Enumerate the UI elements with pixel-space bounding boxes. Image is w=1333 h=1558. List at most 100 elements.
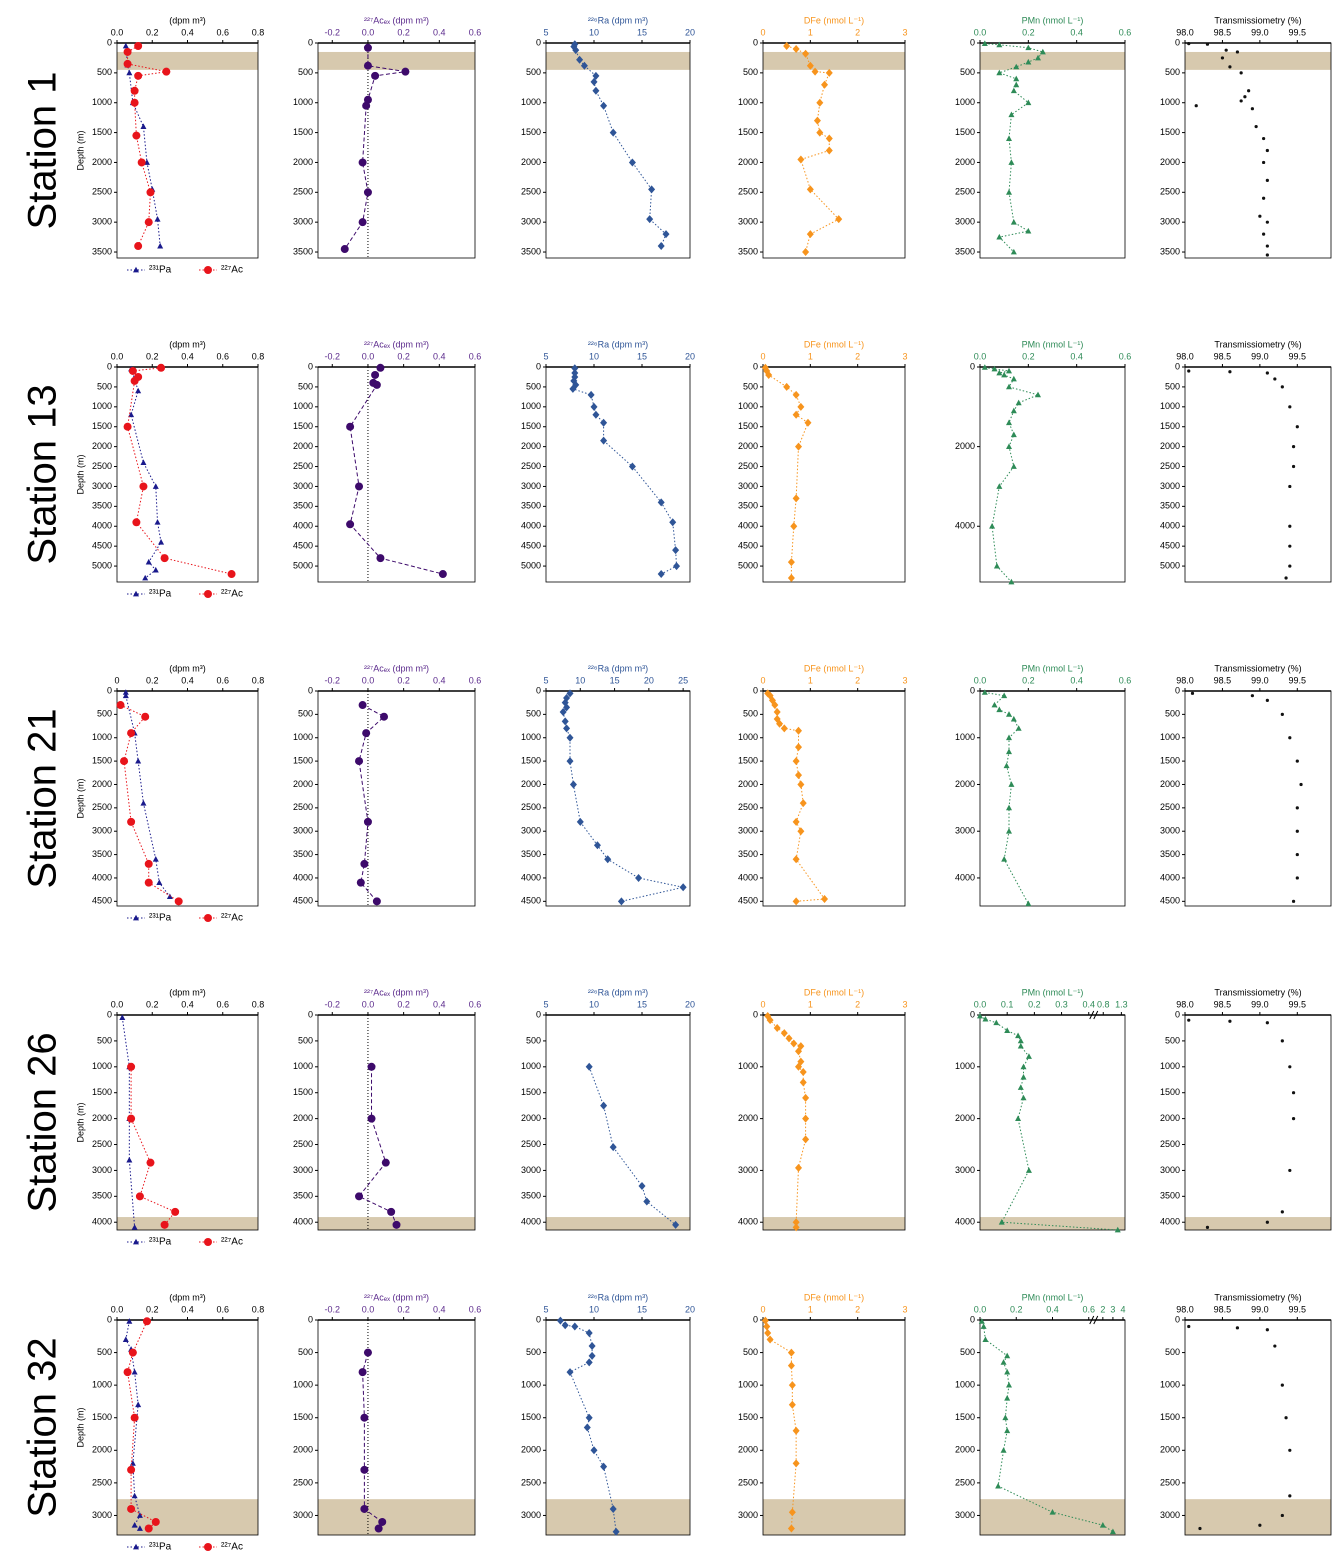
x-tick-label: 10 bbox=[589, 351, 599, 361]
point bbox=[792, 817, 800, 826]
x-tick-label: 98.5 bbox=[1214, 1304, 1232, 1314]
y-tick-label: 500 bbox=[298, 67, 313, 77]
y-tick-label: 3000 bbox=[738, 1510, 758, 1520]
y-tick-label: 0 bbox=[1175, 361, 1180, 371]
point bbox=[788, 1508, 796, 1517]
point bbox=[981, 364, 988, 370]
point bbox=[766, 1016, 774, 1025]
plot-frame bbox=[1184, 42, 1332, 259]
point bbox=[1008, 781, 1015, 787]
point bbox=[761, 1316, 769, 1325]
x-tick-label: 0.2 bbox=[146, 1304, 159, 1314]
legend-marker bbox=[133, 1238, 139, 1245]
x-tick-label: 15 bbox=[637, 351, 647, 361]
point bbox=[600, 1462, 608, 1471]
y-tick-label: 1500 bbox=[1160, 127, 1180, 137]
y-tick-label: 500 bbox=[298, 709, 313, 719]
shaded-layer bbox=[546, 51, 690, 70]
legend-label: ²³¹Pa bbox=[149, 1542, 172, 1553]
point bbox=[355, 482, 364, 491]
point bbox=[1280, 1039, 1284, 1043]
y-tick-label: 2000 bbox=[955, 157, 975, 167]
point bbox=[340, 245, 349, 254]
x-tick-label: 99.5 bbox=[1289, 27, 1307, 37]
y-tick-label: 2500 bbox=[738, 802, 758, 812]
point bbox=[158, 538, 165, 545]
x-tick-label: 0 bbox=[760, 27, 765, 37]
y-tick-label: 1000 bbox=[92, 1061, 112, 1071]
y-tick-label: 500 bbox=[526, 381, 541, 391]
y-tick-label: 3000 bbox=[1160, 481, 1180, 491]
y-tick-label: 5000 bbox=[738, 560, 758, 570]
point bbox=[792, 855, 800, 864]
point bbox=[609, 1504, 617, 1513]
legend-label: ²³¹Pa bbox=[149, 1237, 172, 1248]
point bbox=[657, 498, 665, 507]
point bbox=[662, 230, 670, 239]
y-tick-label: 3500 bbox=[92, 1191, 112, 1201]
point bbox=[132, 131, 141, 140]
x-tick-label: 98.0 bbox=[1176, 1304, 1194, 1314]
y-tick-label: 1500 bbox=[293, 421, 313, 431]
y-axis-label: Depth (m) bbox=[75, 1407, 85, 1447]
y-tick-label: 0 bbox=[970, 361, 975, 371]
shaded-layer bbox=[763, 51, 905, 70]
point bbox=[563, 703, 571, 712]
point bbox=[646, 215, 654, 224]
point bbox=[381, 1158, 390, 1167]
point bbox=[131, 1522, 138, 1528]
y-tick-label: 0 bbox=[308, 1009, 313, 1019]
point bbox=[795, 771, 802, 780]
point bbox=[1003, 762, 1010, 769]
point bbox=[1295, 829, 1299, 833]
chart-title: (dpm m³) bbox=[169, 987, 206, 997]
point bbox=[825, 146, 833, 155]
point bbox=[1190, 691, 1195, 695]
x-tick-label: 0.0 bbox=[111, 1304, 124, 1314]
point bbox=[1008, 159, 1015, 165]
x-tick-label: 15 bbox=[637, 999, 647, 1009]
point bbox=[1006, 367, 1012, 374]
point bbox=[1001, 856, 1008, 862]
y-tick-label: 3500 bbox=[293, 849, 313, 859]
y-tick-label: 2500 bbox=[955, 1477, 975, 1487]
point bbox=[981, 40, 988, 46]
point bbox=[1006, 804, 1012, 811]
point bbox=[1205, 42, 1210, 46]
point bbox=[137, 158, 146, 167]
point bbox=[1280, 712, 1284, 716]
legend-marker bbox=[133, 590, 139, 597]
y-tick-label: 1500 bbox=[293, 1087, 313, 1097]
point bbox=[372, 380, 381, 389]
point bbox=[1013, 75, 1020, 82]
y-tick-label: 3500 bbox=[1160, 1191, 1180, 1201]
point bbox=[122, 692, 129, 699]
x-tick-label: 0.2 bbox=[146, 27, 159, 37]
point bbox=[657, 570, 665, 579]
point bbox=[358, 701, 367, 710]
point bbox=[679, 883, 687, 892]
legend-label: ²³¹Pa bbox=[149, 589, 172, 600]
point bbox=[672, 546, 680, 555]
point bbox=[1010, 218, 1017, 225]
point bbox=[1258, 214, 1262, 218]
point bbox=[996, 706, 1003, 713]
point bbox=[362, 729, 371, 738]
point bbox=[580, 61, 588, 70]
plot-frame bbox=[979, 366, 1126, 583]
plot-frame bbox=[317, 366, 476, 583]
point bbox=[1262, 232, 1266, 236]
y-tick-label: 0 bbox=[1175, 37, 1180, 47]
y-tick-label: 1000 bbox=[92, 97, 112, 107]
y-tick-label: 4500 bbox=[293, 896, 313, 906]
y-tick-label: 0 bbox=[107, 37, 112, 47]
x-tick-label: 0 bbox=[760, 351, 765, 361]
y-tick-label: 4000 bbox=[92, 1217, 112, 1227]
y-tick-label: 3000 bbox=[738, 217, 758, 227]
point bbox=[1039, 48, 1046, 55]
y-tick-label: 3500 bbox=[293, 501, 313, 511]
profile-line bbox=[764, 367, 809, 579]
point bbox=[367, 1114, 376, 1123]
profile-line bbox=[984, 366, 1040, 583]
x-tick-label: 0.4 bbox=[433, 999, 446, 1009]
